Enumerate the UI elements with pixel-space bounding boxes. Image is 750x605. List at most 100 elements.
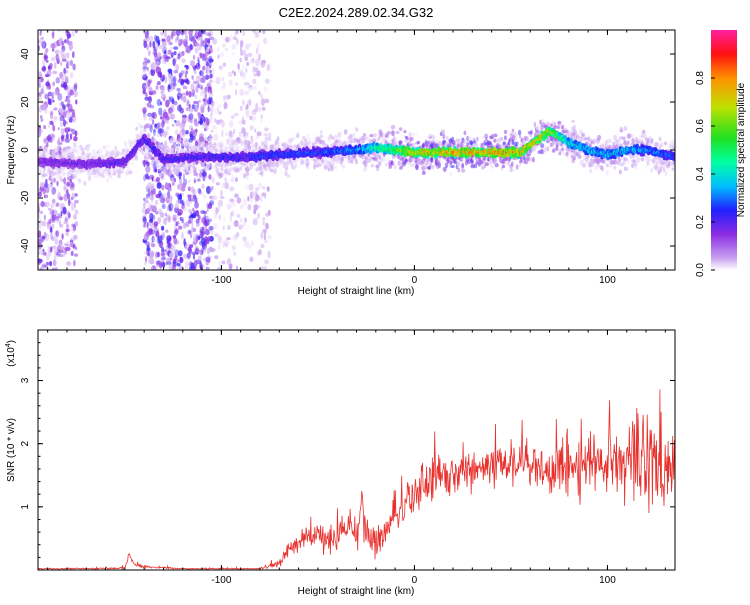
heatmap-cell: [122, 174, 126, 180]
heatmap-cell: [148, 185, 154, 191]
heatmap-cell: [46, 70, 52, 77]
heatmap-cell: [44, 194, 49, 199]
heatmap-cell: [352, 154, 357, 159]
heatmap-cell: [646, 160, 650, 166]
heatmap-cell: [161, 231, 166, 239]
heatmap-cell: [260, 140, 264, 147]
heatmap-cell: [561, 119, 565, 124]
heatmap-cell: [192, 253, 196, 260]
heatmap-cell: [428, 133, 433, 138]
heatmap-cell: [38, 247, 42, 252]
heatmap-cell: [41, 41, 47, 49]
heatmap-cell: [390, 124, 396, 130]
heatmap-cell: [72, 51, 75, 59]
heatmap-cell: [134, 155, 139, 161]
heatmap-cell: [235, 30, 239, 35]
heatmap-cell: [38, 172, 41, 178]
heatmap-cell: [170, 113, 175, 120]
heatmap-cell: [421, 170, 426, 175]
heatmap-cell: [501, 164, 506, 169]
heatmap-cell: [463, 140, 467, 145]
heatmap-cell: [341, 164, 346, 169]
heatmap-cell: [196, 100, 199, 109]
heatmap-cell: [38, 106, 43, 113]
heatmap-cell: [245, 184, 250, 190]
heatmap-cell: [208, 225, 214, 231]
heatmap-cell: [151, 183, 155, 188]
heatmap-cell: [47, 250, 52, 257]
heatmap-cell: [46, 254, 50, 261]
heatmap-cell: [546, 146, 550, 152]
heatmap-cell: [190, 198, 196, 202]
heatmap-cell: [190, 83, 195, 92]
heatmap-cell: [208, 75, 213, 80]
heatmap-cell: [65, 30, 69, 37]
figure-title: C2E2.2024.289.02.34.G32: [279, 5, 434, 20]
heatmap-cell: [461, 168, 466, 173]
heatmap-cell: [149, 212, 154, 221]
heatmap-cell: [146, 102, 152, 108]
heatmap-cell: [185, 168, 190, 172]
heatmap-cell: [187, 208, 192, 213]
heatmap-cell: [190, 127, 194, 135]
heatmap-cell: [42, 187, 46, 195]
heatmap-cell: [174, 64, 179, 70]
heatmap-cell: [509, 168, 514, 172]
heatmap-cell: [143, 57, 148, 61]
heatmap-cell: [263, 233, 266, 241]
heatmap-cell: [218, 214, 221, 221]
heatmap-cell: [71, 31, 75, 37]
heatmap-cell: [553, 124, 558, 129]
heatmap-cell: [60, 101, 64, 106]
heatmap-cell: [228, 263, 233, 270]
heatmap-cell: [194, 94, 198, 99]
heatmap-cell: [161, 256, 166, 261]
heatmap-cell: [129, 170, 133, 174]
heatmap-cell: [265, 212, 270, 217]
heatmap-cell: [223, 102, 228, 110]
heatmap-cell: [57, 127, 60, 131]
heatmap-cell: [242, 99, 245, 106]
heatmap-cell: [209, 69, 212, 74]
heatmap-cell: [211, 185, 214, 190]
heatmap-cell: [74, 209, 79, 215]
heatmap-cell: [186, 66, 189, 70]
heatmap-cell: [244, 217, 247, 223]
heatmap-cell: [637, 157, 642, 163]
heatmap-cell: [244, 241, 250, 248]
heatmap-cell: [49, 210, 54, 216]
heatmap-cell: [261, 95, 264, 100]
heatmap-cell: [655, 142, 659, 147]
heatmap-cell: [286, 174, 291, 178]
heatmap-cell: [63, 73, 67, 79]
heatmap-cell: [511, 161, 514, 167]
heatmap-cell: [202, 98, 206, 102]
heatmap-cell: [144, 256, 148, 263]
heatmap-cell: [46, 86, 51, 90]
heatmap-cell: [258, 249, 262, 256]
heatmap-cell: [162, 87, 165, 91]
heatmap-cell: [53, 41, 58, 48]
heatmap-cell: [51, 91, 55, 100]
heatmap-cell: [152, 236, 155, 243]
heatmap-cell: [197, 30, 202, 38]
heatmap-cell: [98, 148, 103, 153]
heatmap-cell: [68, 128, 73, 132]
heatmap-cell: [204, 37, 209, 45]
heatmap-cell: [233, 251, 237, 256]
heatmap-cell: [143, 216, 147, 225]
heatmap-cell: [243, 139, 248, 146]
heatmap-cell: [577, 154, 582, 159]
heatmap-cell: [67, 92, 71, 99]
heatmap-cell: [52, 99, 55, 103]
heatmap-cell: [54, 90, 59, 96]
heatmap-cell: [66, 31, 71, 39]
heatmap-cell: [207, 167, 210, 173]
heatmap-cell: [56, 180, 59, 187]
heatmap-cell: [370, 164, 374, 168]
heatmap-cell: [255, 187, 260, 191]
heatmap-cell: [159, 240, 163, 249]
heatmap-cell: [442, 133, 446, 140]
heatmap-cell: [240, 71, 243, 77]
heatmap-cell: [178, 137, 182, 144]
